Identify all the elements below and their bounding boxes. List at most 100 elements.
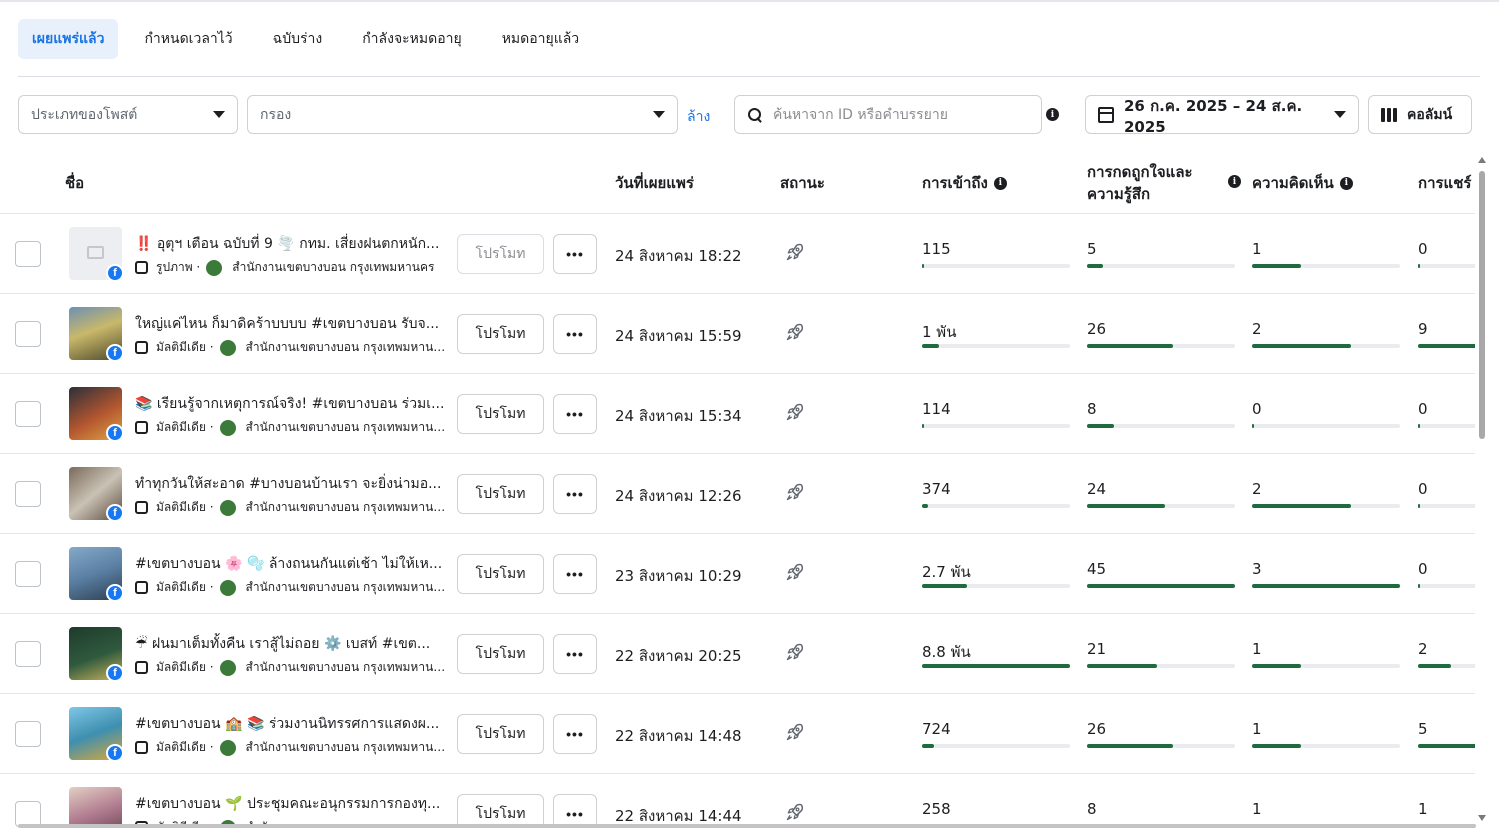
row-checkbox[interactable] <box>15 241 41 267</box>
promote-button[interactable]: โปรโมท <box>457 314 544 354</box>
more-options-icon[interactable]: ••• <box>553 554 597 594</box>
metric-comments-value: 2 <box>1252 480 1262 498</box>
promote-button[interactable]: โปรโมท <box>457 474 544 514</box>
column-shares[interactable]: การแชร์ <box>1418 152 1475 214</box>
promote-button[interactable]: โปรโมท <box>457 394 544 434</box>
horizontal-scrollbar[interactable] <box>18 824 1476 828</box>
table-row[interactable]: f ‼️ อุตุฯ เตือน ฉบับที่ 9 🌪️ กทม. เสี่ยง… <box>0 214 1475 294</box>
column-reactions[interactable]: การกดถูกใจและ ความรู้สึก i <box>1087 152 1241 214</box>
metric-reach-bar <box>922 584 1070 588</box>
promote-button[interactable]: โปรโมท <box>457 714 544 754</box>
metric-reactions-bar <box>1087 344 1235 348</box>
more-options-icon[interactable]: ••• <box>553 234 597 274</box>
post-thumbnail[interactable] <box>69 787 122 828</box>
column-status[interactable]: สถานะ <box>780 152 825 214</box>
metric-reach: 115 <box>922 240 1070 268</box>
post-title[interactable]: 📚 เรียนรู้จากเหตุการณ์จริง! #เขตบางบอน ร… <box>135 396 445 412</box>
metric-comments-bar <box>1252 344 1400 348</box>
more-options-icon[interactable]: ••• <box>553 634 597 674</box>
comments-info-icon[interactable]: i <box>1339 176 1353 190</box>
metric-shares: 0 <box>1418 480 1475 508</box>
table-row[interactable]: f #เขตบางบอน 🏫 📚 ร่วมงานนิทรรศการแสดงผ...… <box>0 694 1475 774</box>
post-title[interactable]: #เขตบางบอน 🌱 ประชุมคณะอนุกรรมการกองทุ... <box>135 796 441 812</box>
table-row[interactable]: f 📚 เรียนรู้จากเหตุการณ์จริง! #เขตบางบอน … <box>0 374 1475 454</box>
reach-info-icon[interactable]: i <box>993 176 1007 190</box>
post-title[interactable]: #เขตบางบอน 🌸 🫧 ล้างถนนกันแต่เช้า ไม่ให้เ… <box>135 556 443 572</box>
search-input[interactable]: ค้นหาจาก ID หรือคำบรรยาย <box>734 95 1042 134</box>
columns-button[interactable]: คอลัมน์ <box>1368 95 1472 134</box>
metric-reach-value: 724 <box>922 720 951 738</box>
reactions-info-icon[interactable]: i <box>1228 175 1241 188</box>
row-checkbox[interactable] <box>15 561 41 587</box>
tab-expiring[interactable]: กำลังจะหมดอายุ <box>362 31 462 47</box>
post-meta: รูปภาพ · สำนักงานเขตบางบอน กรุงเทพมหานคร <box>135 258 447 277</box>
scrollbar-thumb[interactable] <box>1479 171 1485 439</box>
metric-reactions-fill <box>1087 744 1173 748</box>
scroll-up-icon[interactable] <box>1478 157 1486 163</box>
metric-shares-bar <box>1418 424 1475 428</box>
more-options-icon[interactable]: ••• <box>553 794 597 828</box>
row-checkbox[interactable] <box>15 401 41 427</box>
promote-button[interactable]: โปรโมท <box>457 794 544 828</box>
rocket-icon <box>786 403 804 421</box>
tab-expired[interactable]: หมดอายุแล้ว <box>501 31 580 47</box>
promote-button[interactable]: โปรโมท <box>457 554 544 594</box>
table-row[interactable]: f ทำทุกวันให้สะอาด #บางบอนบ้านเรา จะยิ่งน… <box>0 454 1475 534</box>
post-title[interactable]: #เขตบางบอน 🏫 📚 ร่วมงานนิทรรศการแสดงผ... <box>135 716 440 732</box>
metric-reactions: 5 <box>1087 240 1235 268</box>
calendar-icon <box>1098 106 1114 123</box>
vertical-scrollbar[interactable] <box>1477 155 1487 825</box>
metric-comments: 1 <box>1252 720 1400 748</box>
page-avatar <box>219 499 236 516</box>
post-title[interactable]: ‼️ อุตุฯ เตือน ฉบับที่ 9 🌪️ กทม. เสี่ยงฝ… <box>135 236 440 252</box>
metric-shares-fill <box>1418 424 1420 428</box>
tab-published[interactable]: เผยแพร่แล้ว <box>18 19 119 59</box>
table-row[interactable]: f #เขตบางบอน 🌸 🫧 ล้างถนนกันแต่เช้า ไม่ให้… <box>0 534 1475 614</box>
scroll-down-icon[interactable] <box>1478 815 1486 821</box>
table-row[interactable]: f ใหญ่แค่ไหน ก็มาดิคร้าบบบบ #เขตบางบอน รั… <box>0 294 1475 374</box>
metric-reactions-bar <box>1087 424 1235 428</box>
column-comments[interactable]: ความคิดเห็น i <box>1252 152 1353 214</box>
metric-reactions-value: 5 <box>1087 240 1097 258</box>
rocket-icon <box>786 803 804 821</box>
post-type-dropdown[interactable]: ประเภทของโพสต์ <box>18 95 238 134</box>
tab-drafts[interactable]: ฉบับร่าง <box>272 31 323 47</box>
promote-button[interactable]: โปรโมท <box>457 234 544 274</box>
row-checkbox[interactable] <box>15 721 41 747</box>
metric-reactions-fill <box>1087 264 1104 268</box>
post-title[interactable]: ☔ ฝนมาเต็มทั้งคืน เราสู้ไม่ถอย ⚙️ เบสท์ … <box>135 636 431 652</box>
row-checkbox[interactable] <box>15 641 41 667</box>
date-range-picker[interactable]: 26 ก.ค. 2025 – 24 ส.ค. 2025 <box>1085 95 1359 136</box>
row-checkbox[interactable] <box>15 321 41 347</box>
post-title[interactable]: ใหญ่แค่ไหน ก็มาดิคร้าบบบบ #เขตบางบอน รับ… <box>135 316 440 332</box>
metric-shares: 0 <box>1418 400 1475 428</box>
rocket-icon <box>786 563 804 581</box>
metric-shares-value: 0 <box>1418 480 1428 498</box>
column-reach[interactable]: การเข้าถึง i <box>922 152 1007 214</box>
table-row[interactable]: f#เขตบางบอน 🌱 ประชุมคณะอนุกรรมการกองทุ..… <box>0 774 1475 828</box>
column-published-label: วันที่เผยแพร่ <box>615 174 694 192</box>
page-name: สำนักงานเขตบางบอน กรุงเทพมหานคร <box>245 740 447 754</box>
post-title[interactable]: ทำทุกวันให้สะอาด #บางบอนบ้านเรา จะยิ่งน่… <box>135 476 442 492</box>
promote-button[interactable]: โปรโมท <box>457 634 544 674</box>
metric-comments-value: 1 <box>1252 720 1262 738</box>
post-meta: มัลติมีเดีย · สำนักงานเขตบางบอน กรุงเทพม… <box>135 418 447 437</box>
row-checkbox[interactable] <box>15 481 41 507</box>
metric-reach-fill <box>922 424 924 428</box>
more-options-icon[interactable]: ••• <box>553 314 597 354</box>
clear-filters-link[interactable]: ล้าง <box>687 109 711 125</box>
more-options-icon[interactable]: ••• <box>553 474 597 514</box>
search-info-icon[interactable]: i <box>1046 108 1059 121</box>
rocket-icon <box>786 323 804 341</box>
column-name[interactable]: ชื่อ <box>65 152 84 214</box>
tab-scheduled[interactable]: กำหนดเวลาไว้ <box>144 31 233 47</box>
publish-date: 22 สิงหาคม 20:25 <box>615 647 742 665</box>
metric-reach-fill <box>922 664 1070 668</box>
metric-comments: 3 <box>1252 560 1400 588</box>
column-published[interactable]: วันที่เผยแพร่ <box>615 152 694 214</box>
metric-comments-fill <box>1252 344 1352 348</box>
table-row[interactable]: f ☔ ฝนมาเต็มทั้งคืน เราสู้ไม่ถอย ⚙️ เบสท์… <box>0 614 1475 694</box>
more-options-icon[interactable]: ••• <box>553 714 597 754</box>
more-options-icon[interactable]: ••• <box>553 394 597 434</box>
filter-dropdown[interactable]: กรอง <box>247 95 678 134</box>
